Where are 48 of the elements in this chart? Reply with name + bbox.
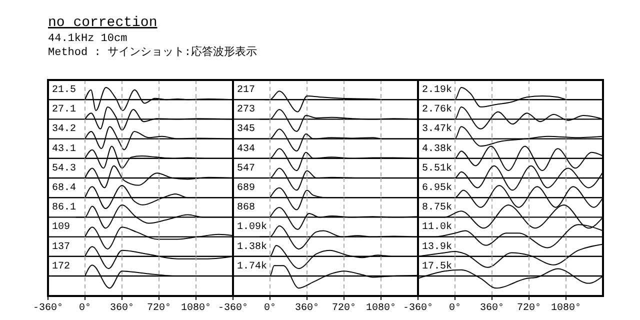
x-tick-label: 360°: [294, 303, 320, 314]
chart-title: 1.09k: [237, 221, 268, 234]
chart-title: 17.5k: [422, 260, 452, 272]
chart-title: 5.51k: [422, 162, 452, 174]
chart-title: 217: [237, 85, 256, 96]
chart-title: 4.38k: [422, 142, 452, 155]
x-tick-label: -360°: [32, 303, 64, 314]
chart-title: 547: [237, 163, 256, 174]
chart-title: 68.4: [52, 183, 76, 194]
x-tick-label: -360°: [402, 303, 434, 314]
chart-title: 273: [237, 104, 256, 116]
chart-title: 6.95k: [422, 182, 452, 194]
x-tick-label: 1080°: [366, 303, 396, 314]
chart-title: 8.75k: [422, 202, 452, 214]
chart-title: 689: [237, 183, 256, 194]
chart-title: 34.2: [52, 124, 76, 136]
text: 44.1kHz 10cm: [48, 33, 128, 45]
x-tick-label: 0°: [264, 303, 276, 314]
chart-title: 11.0k: [422, 221, 452, 234]
x-tick-label: 360°: [110, 303, 134, 314]
chart-title: 172: [52, 261, 70, 272]
text: no correction: [48, 15, 158, 31]
chart-title: 27.1: [52, 104, 76, 116]
chart-title: 345: [237, 124, 256, 136]
x-tick-label: 720°: [332, 303, 356, 314]
chart-title: 54.3: [52, 163, 76, 174]
x-tick-label: 360°: [480, 303, 504, 314]
chart-title: 3.47k: [422, 123, 452, 136]
x-tick-label: 720°: [516, 303, 542, 314]
chart-title: 137: [52, 242, 70, 253]
chart-title: 13.9k: [422, 240, 452, 253]
x-tick-label: 720°: [146, 303, 172, 314]
chart-title: 109: [52, 222, 70, 234]
chart-title: 1.74k: [237, 260, 268, 272]
chart-title: 2.76k: [422, 104, 452, 116]
chart-title: 2.19k: [422, 84, 452, 96]
text: Method : サインショット:応答波形表示: [48, 45, 258, 59]
chart-title: 434: [237, 144, 256, 155]
chart-title: 868: [237, 202, 256, 214]
chart-title: 43.1: [52, 144, 76, 155]
x-tick-label: 1080°: [550, 303, 582, 314]
chart-title: 86.1: [52, 202, 76, 214]
chart-title: 1.38k: [237, 240, 268, 253]
x-tick-label: 0°: [78, 303, 92, 314]
x-tick-label: 1080°: [180, 303, 212, 314]
chart-title: 21.5: [52, 85, 76, 96]
x-tick-label: 0°: [448, 303, 462, 314]
x-tick-label: -360°: [218, 303, 248, 314]
